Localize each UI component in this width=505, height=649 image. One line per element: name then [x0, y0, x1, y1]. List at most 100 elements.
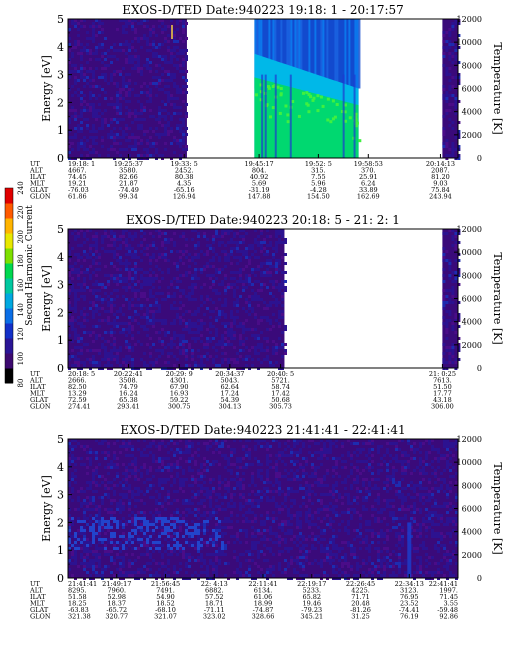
ephemeris-value: 54.90 — [156, 593, 175, 601]
ephemeris-row-label: MLT — [30, 600, 45, 608]
data-segment — [254, 19, 362, 158]
ephemeris-value: 20:40: 5 — [267, 370, 294, 378]
ephemeris-value: 154.50 — [307, 193, 330, 201]
ephemeris-value: 7491. — [156, 587, 175, 595]
ephemeris-value: 22:34:13 — [395, 580, 424, 588]
ephemeris-row-label: UT — [30, 370, 40, 378]
ephemeris-value: 22:19:17 — [297, 580, 326, 588]
ephemeris-value: 126.94 — [173, 193, 196, 201]
y-tick-label: 3 — [57, 69, 64, 82]
ephemeris-row-label: ILAT — [30, 593, 46, 601]
ephemeris-value: 67.90 — [170, 383, 189, 391]
ephemeris-value: 82.66 — [119, 173, 138, 181]
ephemeris-value: 74.45 — [68, 173, 87, 181]
ephemeris-value: 6134. — [254, 587, 273, 595]
colorbar-tick-label: 120 — [17, 328, 25, 341]
spike-mark — [171, 25, 173, 39]
green-band — [254, 77, 359, 158]
ephemeris-value: 305.73 — [269, 403, 292, 411]
ephemeris-value: 2452. — [175, 167, 194, 175]
ephemeris-value: 7.55 — [311, 173, 325, 181]
y-right-axis-label: Temperature [K] — [491, 462, 504, 554]
ephemeris-row-label: ILAT — [30, 383, 46, 391]
ephemeris-value: 18.71 — [205, 600, 224, 608]
ephemeris-value: 5043. — [221, 377, 240, 385]
y-tick-label: 2 — [57, 516, 64, 529]
y-tick-label: 5 — [57, 433, 64, 446]
colorbar-swatch — [5, 323, 13, 339]
chart-title: EXOS-D/TED Date:940223 21:41:41 - 22:41:… — [120, 423, 405, 437]
ephemeris-value: 16.93 — [170, 390, 189, 398]
panel-2: EXOS-D/TED Date:940223 20:18: 5 - 21: 2:… — [29, 213, 504, 411]
ephemeris-value: -79.23 — [301, 606, 322, 614]
ephemeris-value: 243.94 — [429, 193, 452, 201]
colorbar-tick-label: 200 — [17, 230, 25, 243]
ephemeris-row-label: ALT — [29, 377, 43, 385]
y-tick-label: 0 — [57, 152, 64, 165]
ephemeris-value: 328.66 — [252, 613, 275, 621]
ephemeris-value: 22:41:41 — [429, 580, 458, 588]
ephemeris-value: 345.21 — [300, 613, 323, 621]
colorbar-swatch — [5, 278, 13, 294]
colorbar-swatch — [5, 188, 13, 204]
ephemeris-value: 321.38 — [68, 613, 91, 621]
y-right-tick-label: 12000 — [457, 225, 482, 234]
colorbar-swatch — [5, 218, 13, 234]
y-axis-label: Energy [eV] — [40, 55, 53, 122]
ephemeris-value: 1997. — [439, 587, 458, 595]
ephemeris-value: 20:18: 5 — [68, 370, 95, 378]
ephemeris-value: 40.92 — [250, 173, 269, 181]
y-right-axis-label: Temperature [K] — [491, 42, 504, 134]
ephemeris-value: 25.91 — [359, 173, 378, 181]
ephemeris-value: 4301. — [170, 377, 189, 385]
colorbar-tick-label: 80 — [17, 379, 25, 388]
ephemeris-value: 74.79 — [119, 383, 138, 391]
ephemeris-value: 7960. — [107, 587, 126, 595]
y-tick-label: 0 — [57, 572, 64, 585]
ephemeris-value: 21:49:17 — [102, 580, 131, 588]
colorbar-tick-label: 180 — [17, 254, 25, 267]
ephemeris-value: 323.02 — [203, 613, 226, 621]
y-tick-label: 4 — [57, 41, 64, 54]
ephemeris-row-label: GLAT — [30, 606, 49, 614]
y-right-tick-label: 12000 — [457, 435, 482, 444]
ephemeris-value: -31.19 — [249, 186, 270, 194]
y-right-tick-label: 12000 — [457, 15, 482, 24]
ephemeris-value: -63.83 — [68, 606, 89, 614]
ephemeris-value: 51.58 — [68, 593, 87, 601]
ephemeris-value: 21: 0:25 — [429, 370, 456, 378]
ephemeris-value: 19:25:37 — [114, 160, 143, 168]
ephemeris-value: 4.35 — [177, 180, 191, 188]
data-segment — [68, 229, 287, 370]
ephemeris-value: 19:18: 1 — [68, 160, 95, 168]
y-axis-label: Energy [eV] — [40, 475, 53, 542]
colorbar-tick-label: 240 — [17, 181, 25, 194]
ephemeris-row-label: GLON — [30, 613, 51, 621]
ephemeris-value: 19:33: 5 — [171, 160, 198, 168]
ephemeris-value: 370. — [361, 167, 375, 175]
ephemeris-value: 21.87 — [119, 180, 138, 188]
ephemeris-value: 59.22 — [170, 396, 189, 404]
ephemeris-value: 57.52 — [205, 593, 224, 601]
ephemeris-row-label: UT — [30, 580, 40, 588]
ephemeris-value: 20:22:41 — [114, 370, 143, 378]
y-tick-label: 2 — [57, 306, 64, 319]
ephemeris-value: 18.99 — [254, 600, 273, 608]
ephemeris-value: 71.45 — [439, 593, 458, 601]
ephemeris-value: 304.13 — [218, 403, 241, 411]
ephemeris-value: 21:56:45 — [151, 580, 180, 588]
ephemeris-value: 76.95 — [400, 593, 419, 601]
colorbar-label: Second Harmonic Current — [25, 205, 35, 326]
ephemeris-value: 9.03 — [433, 180, 447, 188]
ephemeris-value: 20:29: 9 — [166, 370, 193, 378]
ephemeris-value: 274.41 — [68, 403, 91, 411]
ephemeris-value: 2666. — [68, 377, 87, 385]
ephemeris-value: 13.29 — [68, 390, 87, 398]
ephemeris-value: -71.11 — [204, 606, 225, 614]
colorbar-swatch — [5, 248, 13, 264]
y-right-tick-label: 6000 — [462, 505, 482, 514]
ephemeris-value: 72.59 — [68, 396, 87, 404]
data-segment — [442, 229, 461, 370]
y-right-tick-label: 2000 — [462, 131, 482, 140]
